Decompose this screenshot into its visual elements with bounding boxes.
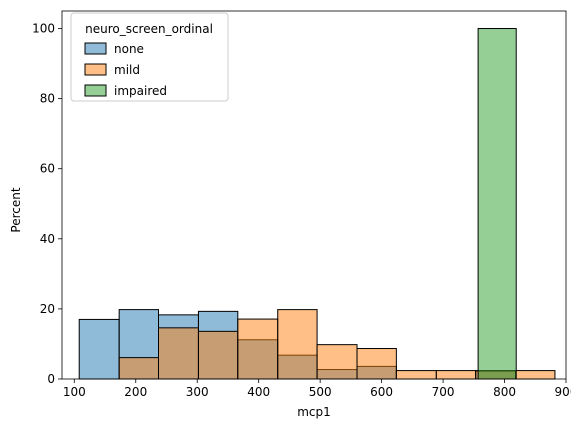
legend-label-mild: mild xyxy=(114,63,140,77)
x-tick-label: 800 xyxy=(493,385,516,399)
bar-mild-5 xyxy=(316,344,358,380)
x-axis-label: mcp1 xyxy=(297,405,331,419)
legend-title: neuro_screen_ordinal xyxy=(85,22,213,36)
bar-mild-6 xyxy=(356,348,397,380)
bars-layer xyxy=(78,28,556,380)
bar-impaired-0 xyxy=(477,28,517,380)
y-tick-label: 0 xyxy=(47,372,55,386)
x-tick-label: 200 xyxy=(124,385,147,399)
x-tick-label: 100 xyxy=(63,385,86,399)
legend-label-impaired: impaired xyxy=(114,84,167,98)
bar-none-0 xyxy=(78,318,120,380)
y-tick-label: 40 xyxy=(40,232,55,246)
x-tick-label: 600 xyxy=(370,385,393,399)
bar-mild-10 xyxy=(515,370,556,380)
bar-mild-8 xyxy=(435,370,477,380)
y-tick-label: 80 xyxy=(40,92,55,106)
y-axis-label: Percent xyxy=(9,187,23,232)
legend: neuro_screen_ordinal none mild impaired xyxy=(70,12,229,102)
legend-label-none: none xyxy=(114,42,144,56)
legend-box xyxy=(70,12,229,102)
legend-items: none mild impaired xyxy=(84,42,167,98)
legend-swatch-none xyxy=(84,42,107,55)
bar-mild-2 xyxy=(197,330,239,380)
bar-mild-0 xyxy=(118,357,160,380)
y-tick-label: 60 xyxy=(40,162,55,176)
bar-mild-1 xyxy=(158,327,199,380)
x-tick-label: 500 xyxy=(309,385,332,399)
plot-frame xyxy=(61,10,567,380)
x-tick-label: 700 xyxy=(432,385,455,399)
x-tick-label: 400 xyxy=(247,385,270,399)
legend-swatch-mild xyxy=(84,63,107,76)
y-tick-label: 20 xyxy=(40,302,55,316)
bar-mild-7 xyxy=(395,370,437,380)
axes-layer: 100 200 300 400 500 600 700 800 900 0 20 40 60 80 100 xyxy=(32,10,571,399)
bar-mild-4 xyxy=(277,309,318,380)
bar-mild-3 xyxy=(237,318,279,380)
x-tick-label: 300 xyxy=(186,385,209,399)
x-tick-label: 900 xyxy=(555,385,571,399)
legend-swatch-impaired xyxy=(84,84,107,97)
y-tick-label: 100 xyxy=(32,22,55,36)
